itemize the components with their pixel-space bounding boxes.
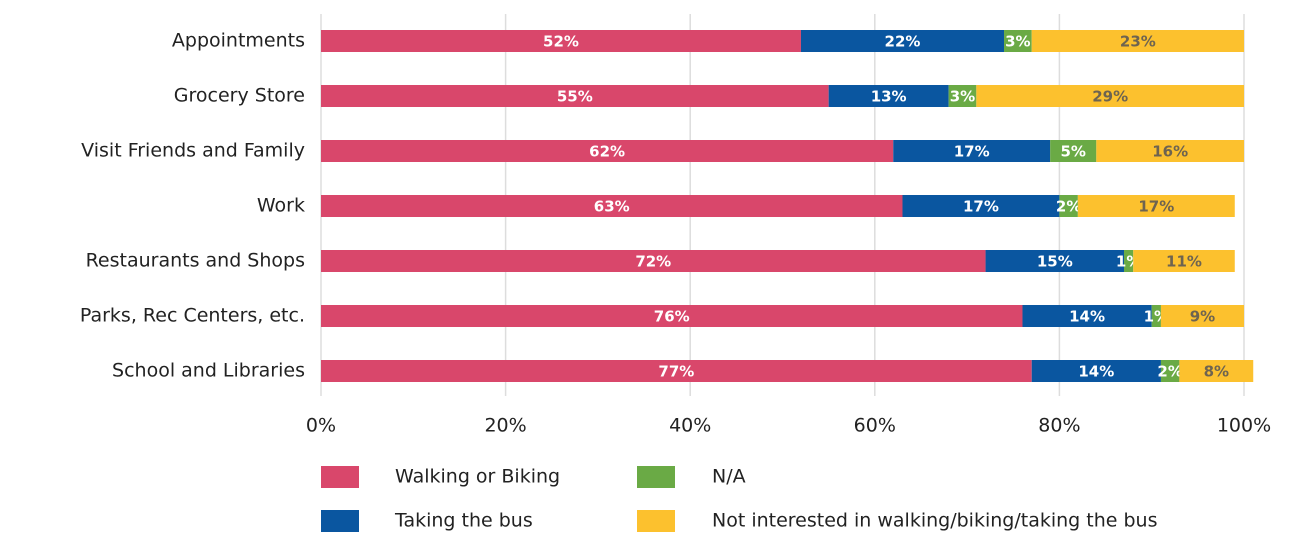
value-label: 52%	[543, 33, 579, 51]
bar-segment	[321, 140, 894, 162]
bar-segment	[1004, 30, 1032, 52]
bar-segment	[321, 195, 903, 217]
bar-segment	[1077, 195, 1235, 217]
bar-segment	[1179, 360, 1254, 382]
value-label: 9%	[1190, 308, 1215, 326]
value-label: 14%	[1078, 363, 1114, 381]
bar-segment	[1151, 305, 1161, 327]
value-label: 15%	[1037, 253, 1073, 271]
value-label: 5%	[1061, 143, 1086, 161]
bar-segment	[948, 85, 977, 107]
legend-label: N/A	[712, 466, 746, 488]
y-tick-label: Appointments	[172, 30, 305, 52]
bar-segment	[321, 360, 1032, 382]
x-tick-label: 20%	[484, 415, 526, 437]
value-label: 63%	[594, 198, 630, 216]
x-tick-label: 60%	[854, 415, 896, 437]
value-label: 17%	[1138, 198, 1174, 216]
legend-label: Not interested in walking/biking/taking …	[712, 510, 1157, 532]
value-label: 13%	[871, 88, 907, 106]
bar-segment	[1022, 305, 1152, 327]
legend-swatch	[637, 466, 675, 488]
value-label: 22%	[885, 33, 921, 51]
y-tick-label: Restaurants and Shops	[86, 250, 305, 272]
value-label: 3%	[1005, 33, 1030, 51]
value-label: 16%	[1152, 143, 1188, 161]
x-tick-label: 40%	[669, 415, 711, 437]
value-label: 17%	[963, 198, 999, 216]
value-label: 72%	[635, 253, 671, 271]
legend-label: Walking or Biking	[395, 466, 560, 488]
legend-label: Taking the bus	[394, 510, 533, 532]
bar-segment	[1096, 140, 1244, 162]
value-label: 76%	[654, 308, 690, 326]
value-label: 3%	[950, 88, 975, 106]
bar-segment	[321, 250, 986, 272]
value-label: 2%	[1157, 363, 1182, 381]
bar-segment	[1031, 30, 1244, 52]
value-label: 11%	[1166, 253, 1202, 271]
bar-segment	[893, 140, 1051, 162]
value-label: 62%	[589, 143, 625, 161]
value-label: 14%	[1069, 308, 1105, 326]
value-label: 29%	[1092, 88, 1128, 106]
x-tick-label: 100%	[1217, 415, 1271, 437]
bar-segment	[985, 250, 1125, 272]
bar-segment	[902, 195, 1060, 217]
value-label: 23%	[1120, 33, 1156, 51]
x-tick-label: 0%	[306, 415, 336, 437]
value-label: 55%	[557, 88, 593, 106]
value-label: 8%	[1204, 363, 1229, 381]
bar-segment	[1160, 360, 1180, 382]
x-tick-label: 80%	[1038, 415, 1080, 437]
y-tick-label: Parks, Rec Centers, etc.	[80, 305, 305, 327]
bar-segment	[1160, 305, 1244, 327]
bar-segment	[321, 305, 1023, 327]
bar-segment	[1059, 195, 1078, 217]
bar-segment	[800, 30, 1005, 52]
legend-swatch	[637, 510, 675, 532]
bar-segment	[828, 85, 949, 107]
value-label: 17%	[954, 143, 990, 161]
bar-segment	[1124, 250, 1134, 272]
bar-segment	[976, 85, 1244, 107]
bar-segment	[1050, 140, 1097, 162]
legend-swatch	[321, 510, 359, 532]
value-label: 2%	[1056, 198, 1081, 216]
bar-segment	[1133, 250, 1235, 272]
bar-segment	[321, 30, 801, 52]
bar-segment	[321, 85, 829, 107]
value-label: 77%	[658, 363, 694, 381]
y-tick-label: School and Libraries	[112, 360, 305, 382]
bar-segment	[1031, 360, 1161, 382]
legend-swatch	[321, 466, 359, 488]
y-tick-label: Work	[257, 195, 305, 217]
y-tick-label: Grocery Store	[174, 85, 305, 107]
y-tick-label: Visit Friends and Family	[81, 140, 305, 162]
